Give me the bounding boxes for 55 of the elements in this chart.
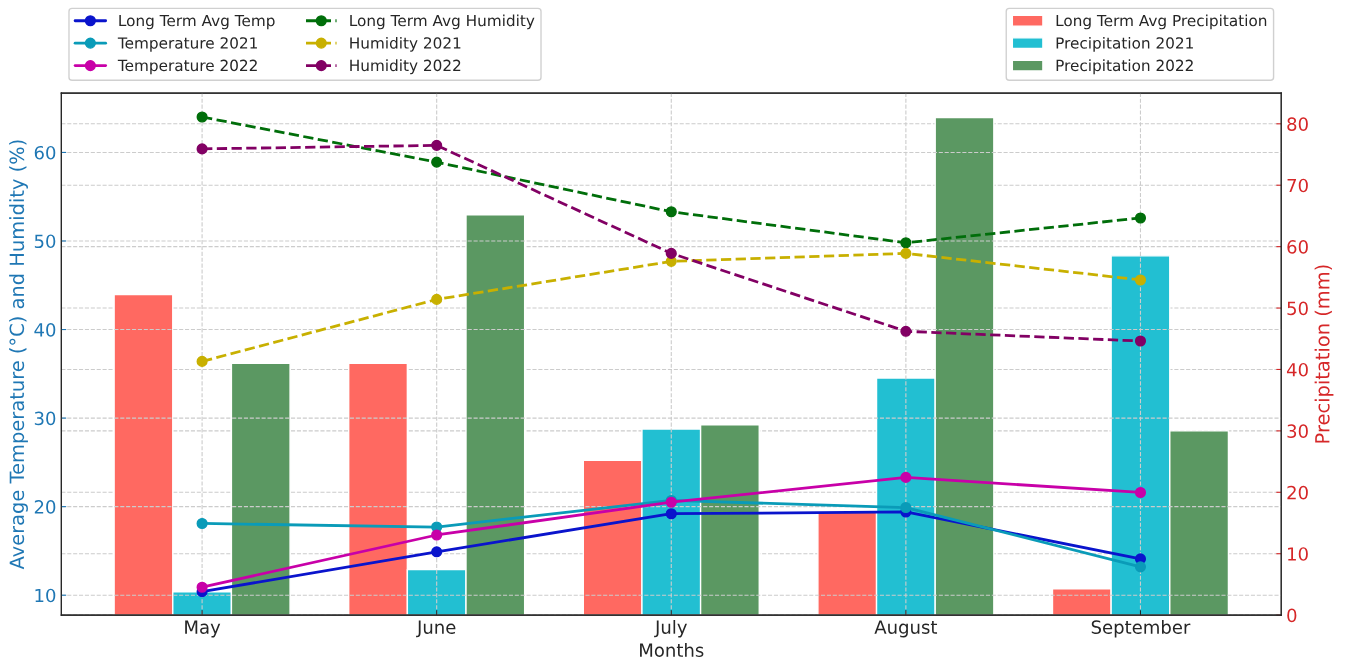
y2-tick-label: 10 — [1288, 547, 1308, 561]
y2-tick-label: 20 — [1287, 485, 1308, 500]
point — [900, 325, 912, 337]
y-tick-label: 20 — [34, 500, 56, 514]
x-tick-label: July — [654, 619, 687, 638]
point — [431, 293, 443, 305]
point — [196, 581, 208, 593]
point — [1134, 561, 1147, 573]
y2-tick-label: 60 — [1287, 240, 1308, 254]
y2-tick-label: 40 — [1286, 362, 1308, 377]
x-tick-label: September — [1091, 619, 1191, 638]
point — [1134, 274, 1147, 286]
point — [431, 139, 443, 151]
legend-label: Humidity 2021 — [350, 36, 461, 52]
x-tick-label: May — [185, 620, 221, 638]
y2-tick-label: 50 — [1287, 301, 1308, 316]
point — [665, 206, 677, 218]
point — [900, 471, 912, 483]
y-tick-label: 50 — [34, 234, 56, 249]
point — [196, 517, 208, 530]
y2-axis-title: Precipitation (mm) — [1314, 265, 1334, 443]
y-tick-label: 30 — [34, 411, 56, 426]
y-axis-title: Average Temperature (°C) and Humidity (%) — [9, 140, 28, 570]
legend-label: Temperature 2021 — [117, 37, 257, 52]
point — [1134, 486, 1147, 499]
point — [900, 501, 912, 514]
y2-tick-label: 70 — [1287, 178, 1308, 193]
x-tick-label: August — [874, 620, 938, 638]
point — [665, 508, 677, 520]
legend-label: Long Term Avg Humidity — [350, 14, 535, 30]
legend-label: Long Term Avg Precipitation — [1056, 14, 1267, 30]
legend-label: Precipitation 2022 — [1056, 59, 1193, 75]
point — [196, 355, 208, 367]
y2-tick-label: 80 — [1287, 117, 1308, 131]
point — [1134, 335, 1147, 347]
y2-tick-label: 0 — [1287, 608, 1297, 623]
legend-label: Long Term Avg Temp — [119, 14, 275, 30]
point — [431, 529, 443, 541]
x-axis-title: Months — [640, 643, 704, 657]
point — [431, 546, 443, 558]
point — [900, 237, 912, 249]
point — [665, 247, 677, 259]
legend-label: Precipitation 2021 — [1056, 36, 1193, 52]
point — [196, 111, 208, 123]
point — [1134, 212, 1147, 224]
legend-label: Humidity 2022 — [350, 59, 461, 75]
y-tick-label: 10 — [35, 588, 56, 603]
y2-tick-label: 30 — [1287, 424, 1308, 438]
point — [196, 143, 208, 155]
point — [431, 156, 443, 168]
y-tick-label: 60 — [34, 145, 56, 160]
y-tick-label: 40 — [34, 323, 56, 337]
x-tick-label: June — [416, 620, 456, 638]
point — [900, 247, 912, 259]
legend-label: Temperature 2022 — [117, 59, 257, 75]
